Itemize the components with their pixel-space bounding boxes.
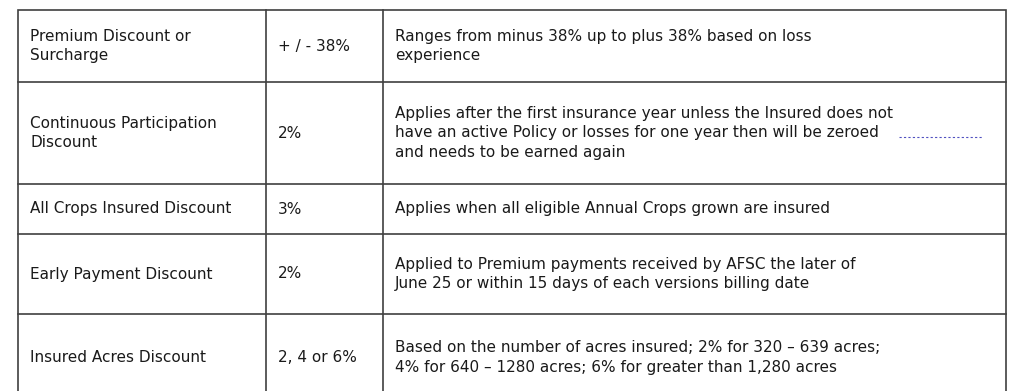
- Text: Early Payment Discount: Early Payment Discount: [30, 267, 213, 282]
- Text: Applied to Premium payments received by AFSC the later of
June 25 or within 15 d: Applied to Premium payments received by …: [395, 256, 855, 291]
- Text: 3%: 3%: [278, 201, 302, 217]
- Text: 2, 4 or 6%: 2, 4 or 6%: [278, 350, 357, 365]
- Text: All Crops Insured Discount: All Crops Insured Discount: [30, 201, 231, 217]
- Text: Insured Acres Discount: Insured Acres Discount: [30, 350, 206, 365]
- Text: 2%: 2%: [278, 267, 302, 282]
- Text: 2%: 2%: [278, 126, 302, 140]
- Text: Continuous Participation
Discount: Continuous Participation Discount: [30, 116, 217, 151]
- Text: Applies when all eligible Annual Crops grown are insured: Applies when all eligible Annual Crops g…: [395, 201, 830, 217]
- Text: Based on the number of acres insured; 2% for 320 – 639 acres;
4% for 640 – 1280 : Based on the number of acres insured; 2%…: [395, 340, 881, 375]
- Text: + / - 38%: + / - 38%: [278, 38, 350, 54]
- Text: Ranges from minus 38% up to plus 38% based on loss
experience: Ranges from minus 38% up to plus 38% bas…: [395, 29, 812, 63]
- Text: Applies after the first insurance year unless the Insured does not
have an activ: Applies after the first insurance year u…: [395, 106, 893, 160]
- Text: Premium Discount or
Surcharge: Premium Discount or Surcharge: [30, 29, 190, 63]
